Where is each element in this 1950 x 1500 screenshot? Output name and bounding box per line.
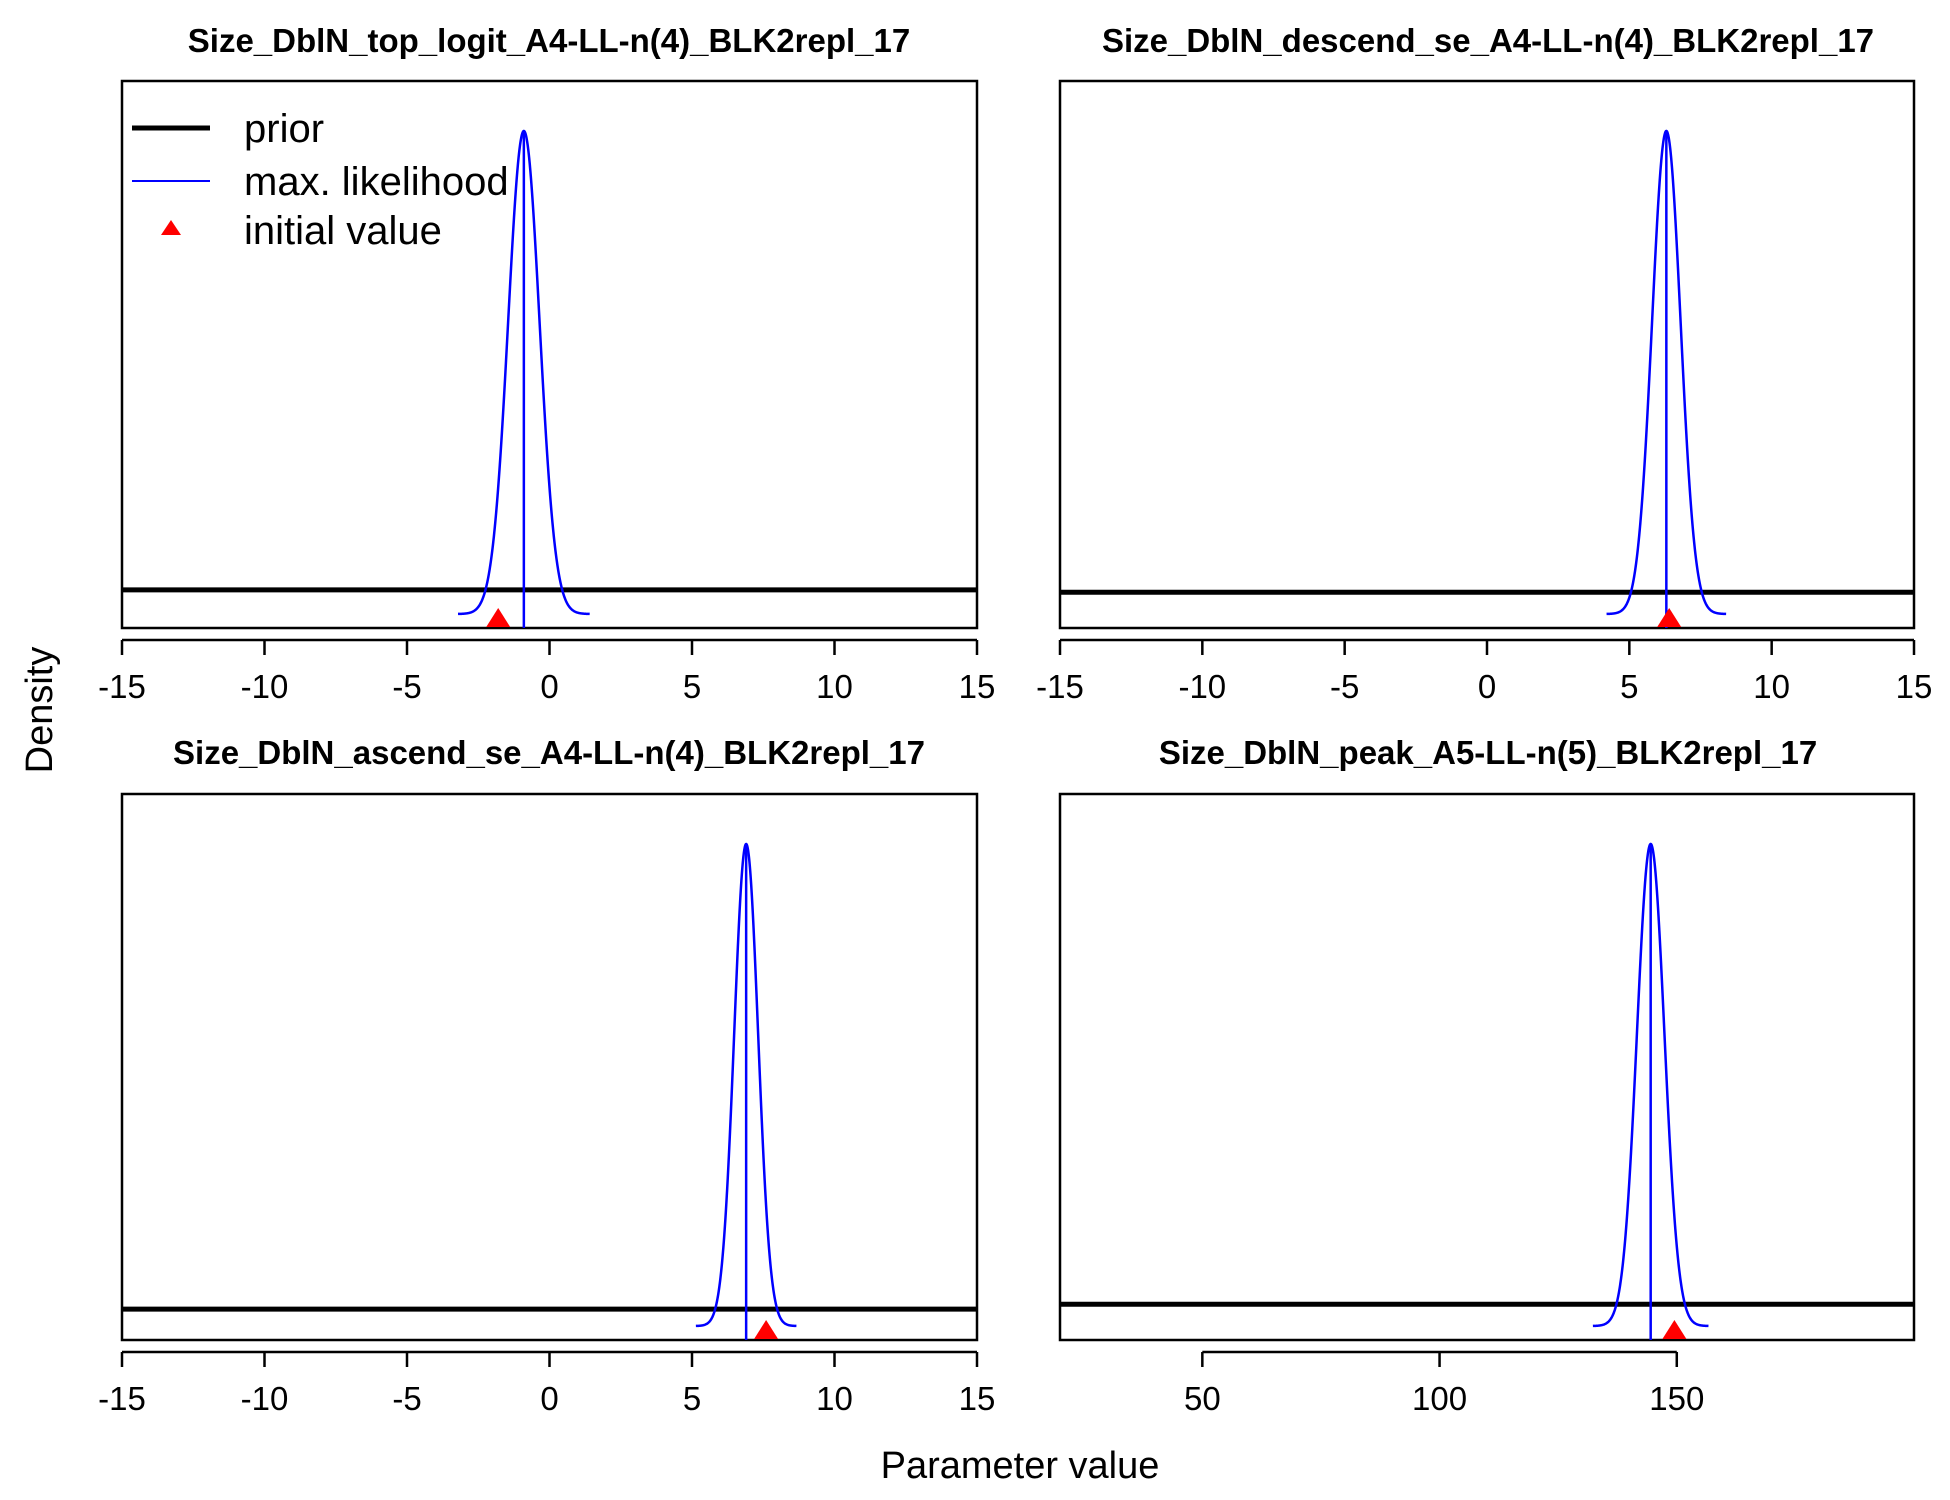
- legend-initial-value-label: initial value: [244, 209, 442, 253]
- panel-3-title: Size_DblN_ascend_se_A4-LL-n(4)_BLK2repl_…: [173, 734, 925, 771]
- panel-3-x-tick-label: -15: [98, 1380, 146, 1417]
- panel-2-x-tick-label: 15: [1896, 668, 1933, 705]
- legend-mle-label: max. likelihood: [244, 160, 509, 204]
- panel-3-x-tick-label: 15: [959, 1380, 996, 1417]
- panel-3-x-tick-label: 10: [816, 1380, 853, 1417]
- panel-3-frame: [120, 792, 979, 1342]
- panel-2-x-tick-label: -10: [1178, 668, 1226, 705]
- panel-3-plot: -15 -10 -5 0 5 10 15: [98, 792, 996, 1417]
- legend-prior-label: prior: [244, 107, 324, 151]
- panel-3-x-tick-label: 0: [540, 1380, 558, 1417]
- panel-1-initial-value-marker: [486, 608, 511, 627]
- panel-2-plot: -15 -10 -5 0 5 10 15: [1036, 79, 1933, 705]
- panel-4-frame: [1058, 792, 1916, 1342]
- panel-1-x-tick-label: 0: [540, 668, 558, 705]
- legend: prior max. likelihood initial value: [132, 107, 509, 253]
- panel-4-plot: 50 100 150: [1058, 792, 1916, 1417]
- panel-1-x-tick-label: 10: [816, 668, 853, 705]
- panel-3-x-tick-label: -10: [241, 1380, 289, 1417]
- panel-3-initial-value-marker: [754, 1320, 779, 1339]
- legend-initial-value-swatch: [161, 220, 181, 235]
- panel-3-x-tick-label: 5: [683, 1380, 701, 1417]
- panel-4-initial-value-marker: [1662, 1320, 1687, 1339]
- panel-2-x-tick-label: 5: [1620, 668, 1638, 705]
- x-axis-label: Parameter value: [881, 1445, 1160, 1487]
- panel-2-x-tick-label: 10: [1753, 668, 1790, 705]
- panel-2-title: Size_DblN_descend_se_A4-LL-n(4)_BLK2repl…: [1102, 22, 1874, 59]
- panel-2-frame: [1058, 79, 1916, 630]
- panel-3-x-tick-label: -5: [392, 1380, 421, 1417]
- panel-1-x-tick-label: 5: [683, 668, 701, 705]
- panel-2-x-tick-label: -15: [1036, 668, 1084, 705]
- y-axis-label: Density: [19, 647, 61, 774]
- panel-2-x-tick-label: 0: [1478, 668, 1496, 705]
- panel-4-x-tick-label: 50: [1184, 1380, 1221, 1417]
- panel-1-x-tick-label: -10: [241, 668, 289, 705]
- panel-1-plot: -15 -10 -5 0 5 10 15: [98, 79, 996, 705]
- panel-4-x-tick-label: 100: [1412, 1380, 1467, 1417]
- panel-1-frame: [120, 79, 979, 630]
- panel-1-title: Size_DblN_top_logit_A4-LL-n(4)_BLK2repl_…: [188, 22, 910, 59]
- panel-2-x-tick-label: -5: [1330, 668, 1359, 705]
- panel-4-title: Size_DblN_peak_A5-LL-n(5)_BLK2repl_17: [1159, 734, 1817, 771]
- panel-4-x-tick-label: 150: [1649, 1380, 1704, 1417]
- panel-2-initial-value-marker: [1657, 608, 1682, 627]
- panel-1-x-tick-label: 15: [959, 668, 996, 705]
- panel-1-x-tick-label: -5: [392, 668, 421, 705]
- panel-1-x-tick-label: -15: [98, 668, 146, 705]
